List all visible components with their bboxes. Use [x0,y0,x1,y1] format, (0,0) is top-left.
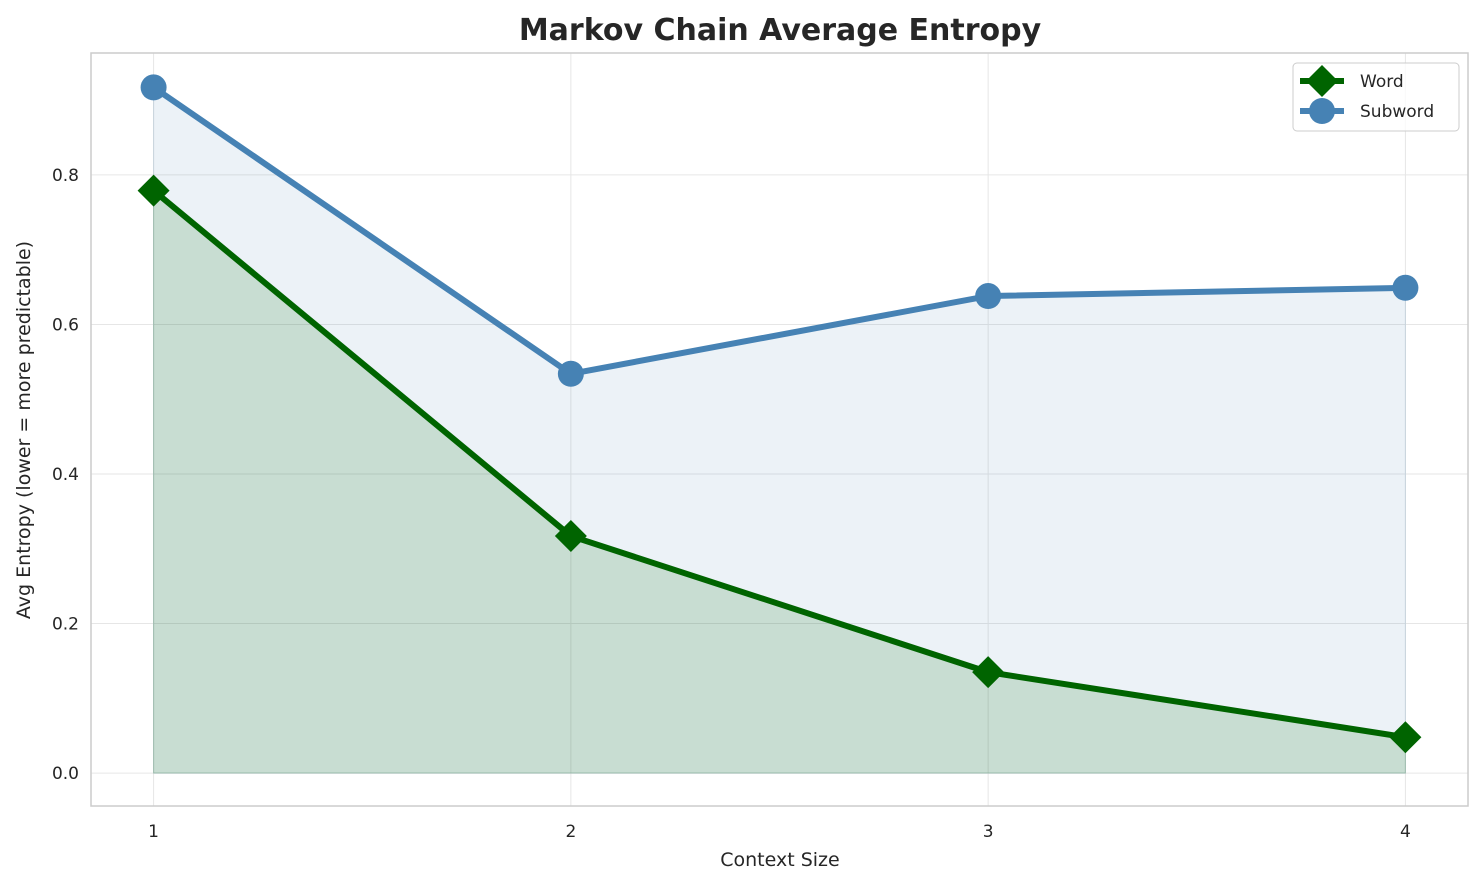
y-tick-label: 0.6 [52,315,79,335]
data-point-subword [975,283,1002,310]
series-line-subword [151,84,1406,377]
x-tick-label: 4 [1400,822,1411,842]
data-point-word [554,520,587,553]
chart-title: Markov Chain Average Entropy [519,13,1042,48]
data-point-word [1389,721,1422,754]
legend: Word Subword [1292,62,1460,132]
x-tick-label: 2 [565,822,576,842]
data-point-word [972,656,1005,689]
data-point-subword [557,360,584,387]
y-tick-label: 0.0 [52,764,79,784]
x-axis-label: Context Size [720,849,839,871]
axes-frame [90,52,1469,807]
y-axis-label: Avg Entropy (lower = more predictable) [13,241,35,619]
series-line-word [151,188,1406,741]
legend-marker-diamond [1306,65,1338,97]
x-tick-label: 3 [983,822,994,842]
y-tick-label: 0.4 [52,465,79,485]
data-point-word [137,174,170,207]
y-tick-label: 0.2 [52,615,79,635]
data-point-subword [140,74,167,101]
legend-marker-circle [1309,98,1335,124]
y-tick-label: 0.8 [52,166,79,186]
legend-label: Subword [1360,102,1434,122]
x-tick-label: 1 [148,822,159,842]
plot-area: 0.0 0.2 0.4 0.6 0.8 1 2 3 4 Word Subword [52,52,1469,842]
legend-label: Word [1360,72,1404,92]
data-point-subword [1392,274,1419,301]
